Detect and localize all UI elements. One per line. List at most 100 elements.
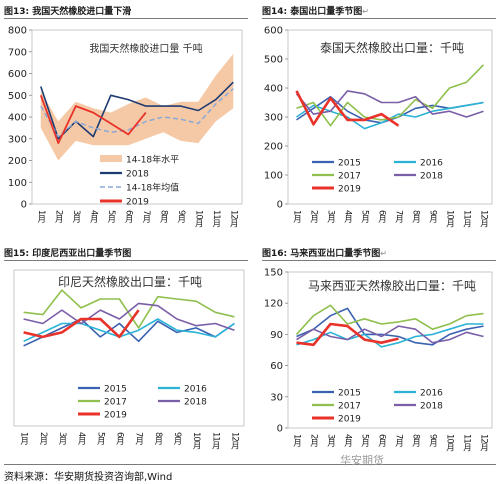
x-tick-label: 5月 — [95, 432, 105, 446]
y-tick-label: 60 — [270, 361, 283, 372]
x-tick-label: 11月 — [210, 432, 220, 450]
legend-label: 2015 — [338, 159, 361, 169]
figure-15-title: 图15: 印度尼西亚出口量季节图 — [4, 249, 132, 259]
legend-label: 2019 — [338, 415, 361, 425]
x-tick-label: 6月 — [377, 210, 387, 224]
y-tick-label: 150 — [264, 268, 283, 279]
series-line-2017 — [296, 64, 485, 127]
legend-label: 2019 — [126, 198, 149, 208]
y-tick-label: 600 — [8, 69, 27, 80]
x-tick-label: 7月 — [134, 432, 144, 446]
x-tick-label: 3月 — [71, 210, 81, 224]
y-tick-label: 90 — [270, 330, 283, 341]
y-tick-label: 300 — [8, 134, 27, 145]
y-tick-label: 400 — [264, 84, 283, 95]
series-line-2017 — [23, 289, 235, 329]
series-line-2019 — [23, 309, 140, 339]
x-tick-label: 4月 — [88, 210, 98, 224]
y-tick-label: 500 — [264, 55, 283, 66]
figure-16-title: 图16: 马来西亚出口量季节图↵ — [262, 249, 387, 259]
bottom-rule — [4, 464, 496, 465]
figure-13-rule — [4, 18, 248, 19]
y-tick-label: 200 — [8, 156, 27, 167]
x-tick-label: 2月 — [38, 432, 48, 446]
series-line-2019 — [39, 94, 147, 144]
series-line-2015 — [23, 318, 235, 347]
y-tick-label: 600 — [264, 26, 283, 37]
series-line-2018 — [23, 302, 235, 331]
chart-title: 印尼天然橡胶出口量：千吨 — [58, 274, 202, 289]
plot-frame — [287, 271, 493, 429]
y-tick-label: 0 — [21, 200, 27, 211]
x-tick-label: 1月 — [19, 432, 29, 446]
legend-label: 14-18年均值 — [126, 182, 179, 194]
y-tick-label: 0 — [277, 424, 283, 435]
series-line-2016 — [23, 318, 235, 343]
x-tick-label: 4月 — [76, 432, 86, 446]
legend-label: 2018 — [420, 402, 443, 412]
x-tick-label: 4月 — [343, 434, 353, 448]
legend-label: 2017 — [338, 402, 361, 412]
x-tick-label: 12月 — [479, 434, 489, 452]
china-import-chart: 0 100 200 300 400 500 600 700 800 1月 2月 3月 4月 5月 6月 7月 8… — [8, 26, 243, 228]
x-tick-label: 1月 — [36, 210, 46, 224]
x-tick-label: 8月 — [158, 210, 168, 224]
x-tick-label: 11月 — [462, 434, 472, 452]
x-tick-label: 3月 — [326, 210, 336, 224]
chart-title: 泰国天然橡胶出口量：千吨 — [320, 40, 464, 55]
figure-14-title: 图14: 泰国出口量季节图↵ — [262, 7, 369, 17]
x-tick-label: 7月 — [394, 210, 404, 224]
x-tick-label: 2月 — [53, 210, 63, 224]
x-tick-label: 2月 — [309, 434, 319, 448]
y-tick-label: 200 — [264, 142, 283, 153]
y-tick-label: 0 — [277, 200, 283, 211]
x-tick-label: 10月 — [191, 432, 201, 450]
figure-13-title: 图13: 我国天然橡胶进口量下滑 — [4, 7, 132, 17]
legend-label: 2018 — [126, 170, 149, 180]
legend-label: 2015 — [338, 389, 361, 399]
series-line-2019 — [295, 90, 400, 127]
y-tick-label: 800 — [8, 26, 27, 37]
thailand-export-chart: 0 100 200 300 400 500 600 1月 2月 3月 4月 5月 6月 7月 8月 9月 10月… — [264, 26, 493, 228]
x-tick-label: 8月 — [411, 434, 421, 448]
range-band-14-18 — [40, 53, 234, 161]
x-tick-label: 6月 — [123, 210, 133, 224]
series-line-2019 — [296, 322, 399, 347]
chart-title: 我国天然橡胶进口量 千吨 — [89, 42, 202, 55]
y-tick-label: 500 — [8, 91, 27, 102]
y-tick-label: 120 — [264, 299, 283, 310]
x-tick-label: 9月 — [172, 432, 182, 446]
legend-label: 2016 — [420, 159, 443, 169]
x-tick-label: 7月 — [141, 210, 151, 224]
malaysia-export-chart: 0 30 60 90 120 150 1月 2月 3月 4月 5月 6月 7月 8月 9月 10月 11月 12月… — [264, 268, 493, 452]
x-tick-label: 3月 — [57, 432, 67, 446]
series-line-2018 — [40, 81, 234, 140]
y-tick-label: 100 — [8, 178, 27, 189]
x-tick-label: 1月 — [292, 434, 302, 448]
legend-label: 2015 — [104, 385, 127, 395]
figure-14-rule — [262, 18, 496, 19]
series-line-2016 — [296, 323, 484, 348]
x-tick-label: 9月 — [428, 210, 438, 224]
x-tick-label: 10月 — [445, 434, 455, 452]
x-tick-label: 8月 — [153, 432, 163, 446]
x-tick-label: 2月 — [309, 210, 319, 224]
x-tick-label: 6月 — [377, 434, 387, 448]
x-tick-label: 3月 — [326, 434, 336, 448]
x-tick-label: 6月 — [114, 432, 124, 446]
x-tick-label: 11月 — [211, 210, 221, 228]
legend-label: 2019 — [104, 411, 127, 421]
legend-label: 2018 — [184, 398, 207, 408]
legend-label: 2019 — [338, 185, 361, 195]
legend-label: 14-18年水平 — [126, 154, 179, 166]
source-note: 资料来源：华安期货投资咨询部,Wind — [4, 472, 173, 483]
x-tick-label: 9月 — [428, 434, 438, 448]
plot-frame — [13, 269, 245, 427]
x-tick-label: 12月 — [229, 432, 239, 450]
x-tick-label: 5月 — [360, 434, 370, 448]
chart-title: 马来西亚天然橡胶出口量：千吨 — [308, 278, 476, 293]
x-tick-label: 8月 — [411, 210, 421, 224]
series-line-2018 — [296, 325, 484, 344]
x-tick-label: 5月 — [106, 210, 116, 224]
